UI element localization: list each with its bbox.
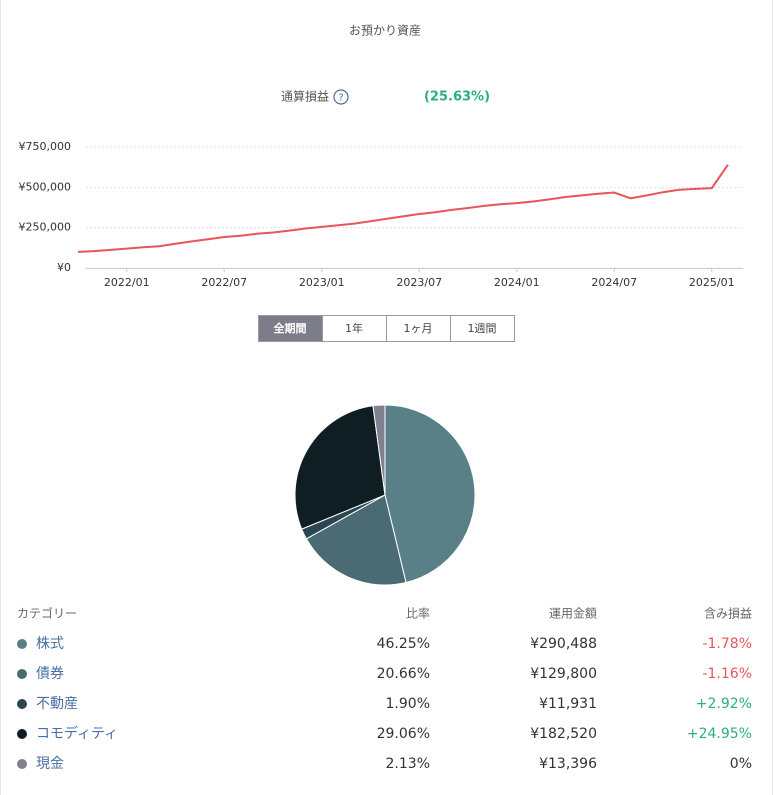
period-button-label[interactable]: 全期間 — [274, 321, 307, 335]
ratio: 29.06% — [377, 726, 430, 742]
x-tick-label: 2025/01 — [689, 276, 735, 289]
title: お預かり資産 — [349, 24, 421, 38]
table-header: 含み損益 — [704, 606, 752, 621]
y-tick-label: ¥0 — [57, 261, 71, 274]
table-header: 比率 — [406, 607, 430, 621]
ratio: 2.13% — [386, 756, 430, 772]
x-tick-label: 2023/01 — [299, 276, 345, 289]
help-icon-glyph[interactable]: ? — [338, 93, 343, 104]
amount: ¥290,488 — [530, 636, 597, 652]
category-name[interactable]: 株式 — [36, 636, 64, 652]
profit-value: (25.63%) — [424, 90, 490, 105]
period-button-label[interactable]: 1年 — [345, 321, 363, 335]
x-tick-label: 2024/01 — [494, 276, 540, 289]
pie-slice — [305, 494, 407, 586]
period-button[interactable] — [386, 315, 451, 342]
period-button[interactable] — [450, 315, 515, 342]
table-header: カテゴリー — [17, 606, 77, 621]
category-dot — [17, 639, 27, 649]
pie-slice — [372, 404, 386, 496]
ratio: 20.66% — [377, 666, 430, 682]
category-name[interactable]: 現金 — [36, 756, 64, 772]
unrealized-profit: -1.78% — [702, 636, 752, 652]
unrealized-profit: 0% — [730, 756, 752, 772]
period-button[interactable] — [258, 315, 323, 342]
ratio: 1.90% — [386, 696, 430, 712]
x-tick-label: 2022/01 — [104, 276, 150, 289]
ratio: 46.25% — [377, 636, 430, 652]
amount: ¥13,396 — [539, 756, 597, 772]
unrealized-profit: +24.95% — [687, 726, 752, 742]
y-tick-label: ¥500,000 — [19, 180, 72, 193]
category-dot — [17, 759, 27, 769]
category-name[interactable]: 債券 — [36, 666, 64, 682]
category-name[interactable]: コモディティ — [36, 725, 118, 742]
period-button-label[interactable]: 1ヶ月 — [404, 322, 433, 335]
profit-label: 通算損益 — [281, 89, 329, 104]
x-tick-label: 2023/07 — [396, 276, 442, 289]
x-tick-label: 2024/07 — [591, 276, 637, 289]
unrealized-profit: -1.16% — [702, 666, 752, 682]
table-header: 運用金額 — [549, 607, 597, 621]
amount: ¥182,520 — [530, 726, 597, 742]
category-dot — [17, 699, 27, 709]
period-button[interactable] — [322, 315, 387, 342]
pie-slice — [384, 404, 476, 584]
amount: ¥129,800 — [530, 666, 597, 682]
y-tick-label: ¥750,000 — [19, 140, 72, 153]
x-tick-label: 2022/07 — [201, 276, 247, 289]
help-icon[interactable] — [333, 89, 349, 105]
category-name[interactable]: 不動産 — [36, 696, 78, 712]
category-dot — [17, 729, 27, 739]
y-tick-label: ¥250,000 — [19, 221, 72, 234]
pie-slice — [294, 405, 386, 530]
category-dot — [17, 669, 27, 679]
period-button-label[interactable]: 1週間 — [468, 322, 497, 335]
unrealized-profit: +2.92% — [696, 696, 752, 712]
amount: ¥11,931 — [539, 696, 597, 712]
line-series — [77, 164, 729, 253]
